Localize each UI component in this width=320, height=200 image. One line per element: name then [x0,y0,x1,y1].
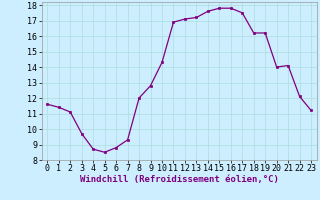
X-axis label: Windchill (Refroidissement éolien,°C): Windchill (Refroidissement éolien,°C) [80,175,279,184]
